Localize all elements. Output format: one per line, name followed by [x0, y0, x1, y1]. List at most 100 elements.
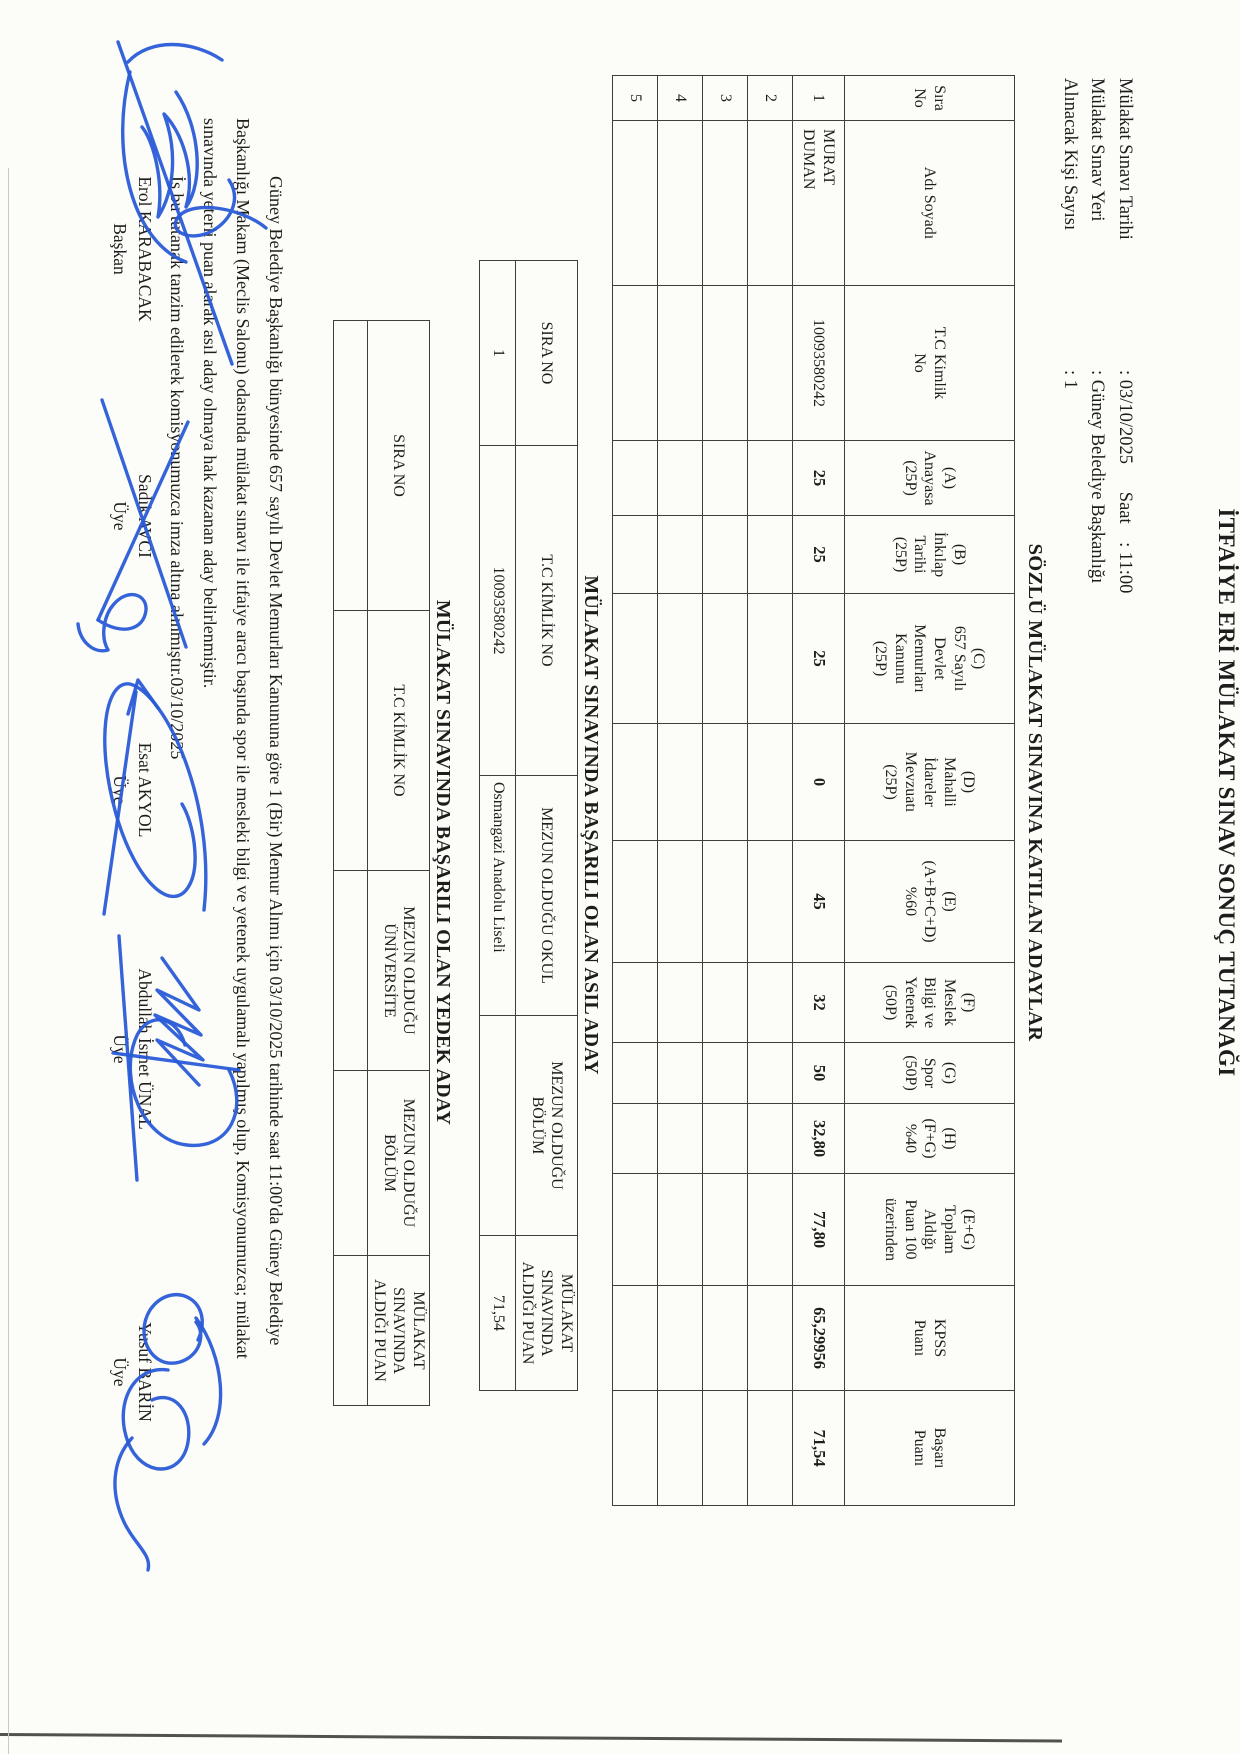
asil-header-row: SIRA NO T.C KİMLİK NO MEZUN OLDUĞU OKUL …: [515, 260, 578, 1391]
section-title-yedek-aday: MÜLAKAT SINAVINDA BAŞARILI OLAN YEDEK AD…: [432, 599, 454, 1126]
table-row-empty-5: 5: [612, 75, 658, 1506]
cell-score-b: 25: [792, 515, 845, 594]
yedek-header-row: SIRA NO T.C KİMLİK NO MEZUN OLDUĞU ÜNİVE…: [367, 320, 430, 1406]
col-header-f-meslek: (F) Meslek Bilgi ve Yetenek (50P): [844, 962, 1015, 1043]
header-info-block: Mülakat Sınavı Tarihi : 03/10/2025 Saat …: [1056, 78, 1139, 593]
cell-score-d: 0: [792, 723, 845, 841]
cell-score-h: 32,80: [792, 1103, 845, 1174]
col-header-c-657: (C) 657 Sayılı Devlet Memurları Kanunu (…: [844, 593, 1015, 724]
col-header-tc-kimlik: T.C KİMLİK NO: [515, 445, 578, 776]
info-value: : Güney Belediye Başkanlığı: [1087, 370, 1108, 584]
cell-universite: [333, 870, 368, 1071]
col-header-sira-no: SIRA NO: [515, 260, 578, 446]
col-header-basari: Başarı Puanı: [844, 1390, 1015, 1506]
cell-puan: [333, 1255, 368, 1406]
col-header-tc-kimlik: T.C Kimlik No: [844, 285, 1015, 441]
col-header-h-fg40: (H) (F+G) %40: [844, 1103, 1015, 1174]
yedek-data-row: [333, 320, 368, 1406]
table-header-row: Sıra No Adı Soyadı T.C Kimlik No (A) Ana…: [844, 75, 1015, 1506]
signatory-name: Erol KARABACAK: [135, 176, 155, 322]
signatory-name: Abdullah İsmet ÜNAL: [135, 968, 155, 1130]
signatory-role: Başkan: [110, 223, 130, 275]
cell-sira: 1: [479, 260, 516, 446]
cell-sira: [333, 320, 368, 611]
asil-data-row: 1 10093580242 Osmangazi Anadolu Liseli 7…: [479, 260, 516, 1391]
cell-puan: 71,54: [479, 1235, 516, 1391]
section-title-asil-aday: MÜLAKAT SINAVINDA BAŞARILI OLAN ASIL ADA…: [580, 575, 602, 1075]
signatory-role: Üye: [110, 501, 130, 531]
signatory-name: Sadık AVCI: [135, 474, 155, 558]
info-label: Mülakat Sınavı Tarihi: [1115, 78, 1135, 240]
table-row-empty-2: 2: [747, 75, 793, 1506]
signatory-erol-karabacak: Erol KARABACAK Başkan: [107, 118, 157, 380]
col-header-sira-no: SIRA NO: [367, 320, 430, 611]
cell-sira: 5: [612, 75, 658, 121]
document-title: İTFAİYE ERİ MÜLAKAT SINAV SONUÇ TUTANAĞI: [1214, 508, 1239, 1077]
signatory-role: Üye: [110, 1034, 130, 1064]
section-title-candidates: SÖZLÜ MÜLAKAT SINAVINA KATILAN ADAYLAR: [1024, 543, 1046, 1042]
col-header-bolum: MEZUN OLDUĞU BÖLÜM: [367, 1070, 430, 1256]
info-label: Mülakat Sınav Yeri: [1087, 78, 1108, 222]
signatory-name: Esat AKYOL: [135, 742, 155, 838]
paragraph-line: İş bu tutanak tanzim edilerek komisyonum…: [167, 176, 187, 760]
signatory-esat-akyol: Esat AKYOL Üye: [107, 672, 157, 908]
info-label: Alınacak Kişi Sayısı: [1060, 78, 1080, 231]
table-row-empty-4: 4: [657, 75, 703, 1506]
cell-name: MURAT DUMAN: [792, 120, 845, 286]
info-row-headcount: Alınacak Kişi Sayısı : 1: [1056, 78, 1084, 593]
asil-aday-table: SIRA NO T.C KİMLİK NO MEZUN OLDUĞU OKUL …: [479, 260, 578, 1391]
paragraph-line: Güney Belediye Başkanlığı bünyesinde 657…: [266, 176, 286, 1346]
signatory-yusuf-barin: Yusuf BARİN Üye: [107, 1252, 157, 1492]
info-value: : 1: [1060, 370, 1080, 390]
cell-bolum: [333, 1070, 368, 1256]
cell-sira: 4: [657, 75, 703, 121]
signatory-role: Üye: [110, 775, 130, 805]
cell-score-g: 50: [792, 1042, 845, 1104]
table-row-empty-3: 3: [702, 75, 748, 1506]
cell-sira: 2: [747, 75, 793, 121]
col-header-a-anayasa: (A) Anayasa (25P): [844, 440, 1015, 516]
cell-score-a: 25: [792, 440, 845, 516]
signatory-abdullah-ismet-unal: Abdullah İsmet ÜNAL Üye: [107, 918, 157, 1180]
cell-bolum: [479, 1015, 516, 1236]
col-header-e-abcd60: (E) (A+B+C+D) %60: [844, 840, 1015, 963]
info-row-exam-date: Mülakat Sınavı Tarihi : 03/10/2025 Saat …: [1111, 78, 1139, 593]
scan-artifact-left-edge: [8, 168, 9, 1754]
col-header-toplam: (E+G) Toplam Aldığı Puan 100 üzerinden: [844, 1173, 1015, 1286]
paragraph-line: sınavında yeterli puan alarak asıl aday …: [200, 118, 220, 689]
col-header-universite: MEZUN OLDUĞU ÜNİVERSİTE: [367, 870, 430, 1071]
cell-score-e: 45: [792, 840, 845, 963]
col-header-mulakat-puan: MÜLAKAT SINAVINDA ALDIĞI PUAN: [515, 1235, 578, 1391]
cell-sira: 3: [702, 75, 748, 121]
col-header-b-inkilap: (B) İnkılap Tarihi (25P): [844, 515, 1015, 594]
cell-score-c: 25: [792, 593, 845, 724]
col-header-okul: MEZUN OLDUĞU OKUL: [515, 775, 578, 1016]
cell-okul: Osmangazi Anadolu Liseli: [479, 775, 516, 1016]
cell-score-f: 32: [792, 962, 845, 1043]
col-header-d-mahalli: (D) Mahalli İdareler Mevzuatı (25P): [844, 723, 1015, 841]
info-value: : 03/10/2025 Saat : 11:00: [1115, 370, 1135, 594]
signatory-role: Üye: [110, 1357, 130, 1387]
paragraph-line: Başkanlığı Makam (Meclis Salonu) odasınd…: [233, 118, 253, 1359]
signatory-name: Yusuf BARİN: [135, 1322, 155, 1422]
col-header-tc-kimlik: T.C KİMLİK NO: [367, 610, 430, 871]
col-header-kpss: KPSS Puanı: [844, 1285, 1015, 1391]
col-header-bolum: MEZUN OLDUĞU BÖLÜM: [515, 1015, 578, 1236]
info-row-exam-place: Mülakat Sınav Yeri : Güney Belediye Başk…: [1083, 78, 1111, 593]
col-header-mulakat-puan: MÜLAKAT SINAVINDA ALDIĞI PUAN: [367, 1255, 430, 1406]
cell-tc: 10093580242: [792, 285, 845, 441]
col-header-g-spor: (G) Spor (50P): [844, 1042, 1015, 1104]
cell-sira: 1: [792, 75, 845, 121]
col-header-adi-soyadi: Adı Soyadı: [844, 120, 1015, 286]
cell-kpss: 65,29956: [792, 1285, 845, 1391]
closing-paragraph: Güney Belediye Başkanlığı bünyesinde 657…: [160, 118, 292, 1678]
cell-score-toplam: 77,80: [792, 1173, 845, 1286]
signatory-sadik-avci: Sadık AVCI Üye: [107, 402, 157, 630]
cell-tc: [333, 610, 368, 871]
yedek-aday-table: SIRA NO T.C KİMLİK NO MEZUN OLDUĞU ÜNİVE…: [333, 320, 430, 1406]
col-header-sira-no: Sıra No: [844, 75, 1015, 121]
table-row-candidate-1: 1 MURAT DUMAN 10093580242 25 25 25 0 45 …: [792, 75, 845, 1506]
candidates-results-table: Sıra No Adı Soyadı T.C Kimlik No (A) Ana…: [612, 75, 1015, 1506]
cell-basari: 71,54: [792, 1390, 845, 1506]
